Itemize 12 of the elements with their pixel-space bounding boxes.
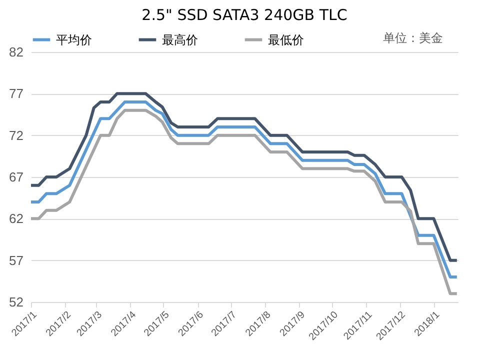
y-tick-label: 67 [9,170,24,184]
y-tick-label: 52 [9,294,24,310]
y-tick-label: 77 [9,86,24,102]
legend-label: 平均价 [56,32,92,47]
chart-title: 2.5" SSD SATA3 240GB TLC [142,6,348,24]
y-tick-label: 72 [9,128,24,143]
y-tick-label: 57 [9,252,24,268]
text: 单位：美金 [383,30,443,47]
legend-label: 最低价 [268,32,304,47]
y-tick-label: 82 [9,44,24,60]
y-tick-label: 62 [9,211,24,226]
legend-label: 最高价 [162,32,198,47]
